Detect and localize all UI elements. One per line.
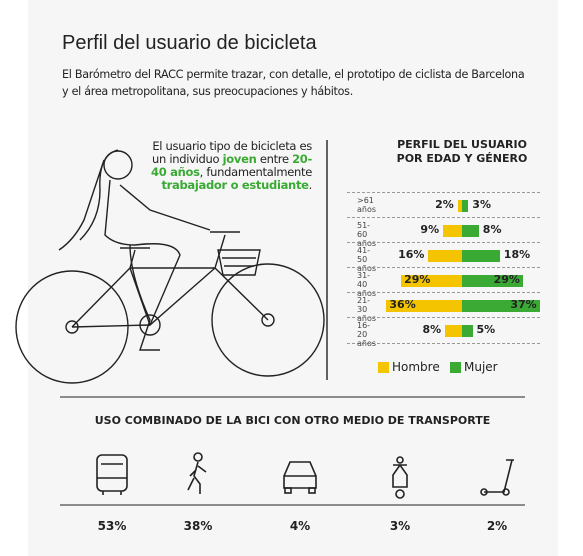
row: 31-40 años 29% 29% bbox=[347, 267, 540, 298]
value-label: 29% bbox=[404, 273, 431, 286]
legend-item: Mujer bbox=[450, 360, 498, 374]
category-label: 41-50 años bbox=[357, 246, 377, 273]
legend-label: Hombre bbox=[392, 360, 440, 374]
bar bbox=[457, 200, 462, 212]
intro-text: 20-40 años bbox=[151, 152, 312, 179]
intro-text: . bbox=[308, 178, 313, 192]
percentage-label: 2% bbox=[486, 519, 508, 533]
chart-title: PERFIL DEL USUARIO POR EDAD Y GÉNERO bbox=[396, 138, 528, 165]
bar bbox=[462, 325, 473, 337]
value-label: 16% bbox=[398, 248, 425, 261]
bar bbox=[443, 225, 462, 237]
row: 51-60 años 9% 8% bbox=[347, 217, 540, 248]
value-label: 5% bbox=[476, 323, 496, 336]
legend-swatch bbox=[378, 361, 389, 373]
bar bbox=[445, 325, 462, 337]
row: >61 años 2% 3% bbox=[347, 192, 540, 218]
title: Perfil del usuario de bicicleta bbox=[62, 32, 317, 54]
bar bbox=[462, 300, 540, 312]
value-label: 3% bbox=[472, 198, 491, 211]
value-label: 18% bbox=[503, 248, 531, 261]
row: 21-30 años 36% 37% bbox=[347, 292, 540, 323]
intro-text: trabajador o estudiante bbox=[161, 178, 309, 192]
percentage-label: 3% bbox=[389, 519, 411, 533]
legend-label: Mujer bbox=[464, 360, 498, 374]
row: 16-20 años 8% 5% bbox=[347, 317, 540, 348]
category-label: >61 años bbox=[357, 196, 377, 214]
row: 41-50 años 16% 18% bbox=[347, 242, 540, 273]
value-label: 37% bbox=[510, 298, 537, 311]
legend-item: Hombre bbox=[378, 360, 440, 374]
intro-text: entre bbox=[256, 152, 293, 166]
category-label: 51-60 años bbox=[357, 221, 377, 248]
value-label: 9% bbox=[420, 223, 440, 236]
intro-text: , fundamentalmente bbox=[199, 165, 313, 179]
bar bbox=[462, 275, 523, 287]
intro: El usuario tipo de bicicleta es un indiv… bbox=[150, 140, 312, 192]
intro-text: joven bbox=[222, 152, 257, 166]
percentage-label: 53% bbox=[97, 519, 127, 533]
bar bbox=[401, 275, 462, 287]
percentage-label: 38% bbox=[183, 519, 213, 533]
value-label: 29% bbox=[493, 273, 520, 286]
transport-title: USO COMBINADO DE LA BICI CON OTRO MEDIO … bbox=[94, 414, 491, 427]
legend-swatch bbox=[450, 361, 461, 373]
category-label: 16-20 años bbox=[357, 321, 377, 348]
subtitle: El Barómetro del RACC permite trazar, co… bbox=[62, 68, 525, 98]
percentage-label: 4% bbox=[289, 519, 311, 533]
category-label: 21-30 años bbox=[357, 296, 377, 323]
value-label: 8% bbox=[482, 223, 502, 236]
bar bbox=[462, 225, 479, 237]
value-label: 8% bbox=[422, 323, 442, 336]
bar bbox=[462, 200, 469, 212]
category-label: 31-40 años bbox=[357, 271, 377, 298]
intro-text: El usuario tipo de bicicleta es un indiv… bbox=[152, 139, 312, 166]
bar bbox=[428, 250, 462, 262]
bar bbox=[386, 300, 462, 312]
value-label: 2% bbox=[435, 198, 454, 211]
bar bbox=[462, 250, 500, 262]
value-label: 36% bbox=[389, 298, 416, 311]
